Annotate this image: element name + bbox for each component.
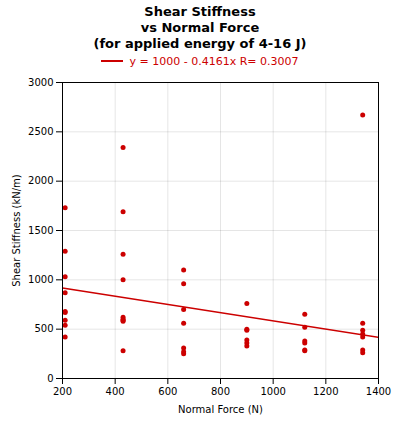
svg-text:3000: 3000 [28, 77, 53, 88]
svg-text:1200: 1200 [313, 386, 338, 397]
svg-text:1000: 1000 [28, 274, 53, 285]
svg-text:800: 800 [211, 386, 230, 397]
html-text:Shear Stiffness vs Normal Forc: Shear Stiffness vs Normal Force (for app… [93, 4, 307, 51]
svg-text:600: 600 [158, 386, 177, 397]
svg-text:Normal Force (N): Normal Force (N) [178, 404, 263, 415]
svg-text:0: 0 [47, 373, 53, 384]
svg-text:1000: 1000 [260, 386, 285, 397]
svg-text:Shear Stiffness (kN/m): Shear Stiffness (kN/m) [11, 174, 22, 287]
svg-text:2500: 2500 [28, 126, 53, 137]
svg-text:1500: 1500 [28, 225, 53, 236]
html-text:y = 1000 - 0.4161x R= 0.3007: y = 1000 - 0.4161x R= 0.3007 [129, 54, 299, 68]
svg-text:200: 200 [53, 386, 72, 397]
svg-text:1400: 1400 [366, 386, 391, 397]
svg-text:400: 400 [106, 386, 125, 397]
svg-text:500: 500 [34, 323, 53, 334]
svg-text:2000: 2000 [28, 175, 53, 186]
